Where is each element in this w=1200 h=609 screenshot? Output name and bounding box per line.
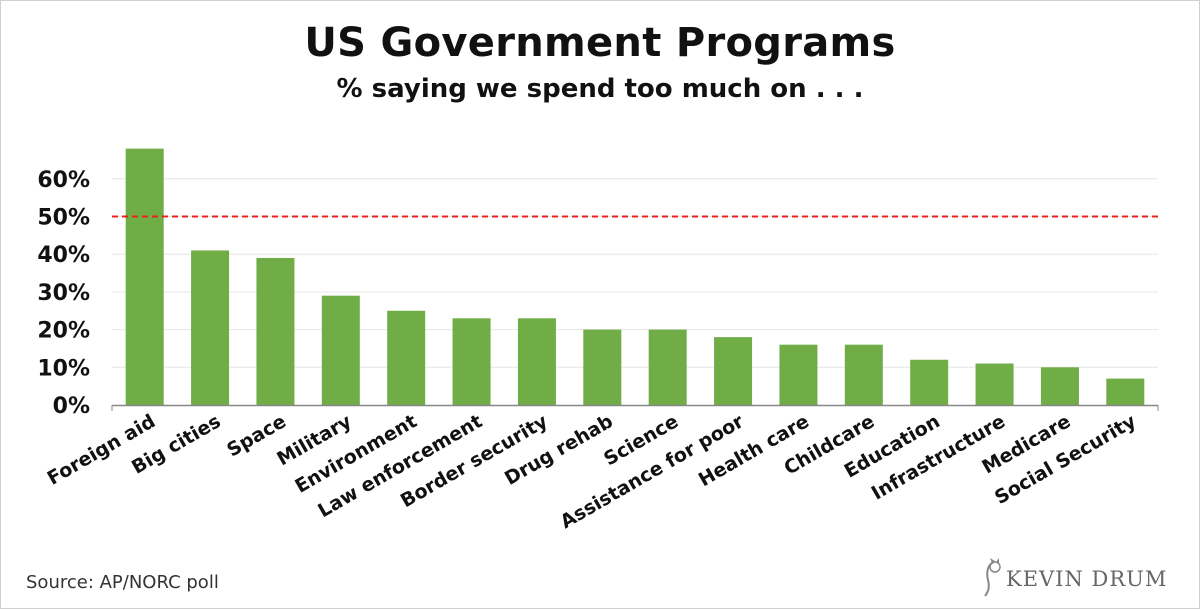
y-tick-label: 30% bbox=[37, 281, 90, 306]
bar bbox=[256, 257, 295, 405]
cat-logo-icon bbox=[984, 558, 1001, 597]
y-tick-label: 0% bbox=[53, 394, 90, 419]
y-tick-label: 20% bbox=[37, 319, 90, 344]
bar bbox=[1040, 367, 1079, 405]
bar bbox=[910, 359, 949, 405]
chart-title: US Government Programs bbox=[304, 20, 896, 66]
bar bbox=[191, 250, 230, 405]
bar bbox=[844, 344, 883, 405]
bar bbox=[387, 310, 426, 405]
bar bbox=[648, 329, 687, 405]
bar bbox=[975, 363, 1014, 405]
source-note: Source: AP/NORC poll bbox=[26, 572, 219, 593]
bar bbox=[517, 318, 556, 405]
chart-subtitle: % saying we spend too much on . . . bbox=[336, 74, 864, 104]
bar bbox=[452, 318, 491, 405]
bar bbox=[125, 148, 164, 405]
x-tick-label: Foreign aid bbox=[44, 410, 160, 489]
bar bbox=[714, 337, 753, 405]
brand-logo: KEVIN DRUM bbox=[982, 556, 1182, 598]
x-tick-label: Health care bbox=[695, 410, 813, 491]
bar bbox=[321, 295, 360, 405]
y-tick-label: 60% bbox=[37, 168, 90, 193]
y-tick-label: 50% bbox=[37, 206, 90, 231]
bar bbox=[779, 344, 818, 405]
bar bbox=[583, 329, 622, 405]
bar bbox=[1106, 378, 1145, 405]
brand-text: KEVIN DRUM bbox=[1006, 567, 1168, 591]
y-tick-label: 40% bbox=[37, 243, 90, 268]
y-tick-label: 10% bbox=[37, 356, 90, 381]
